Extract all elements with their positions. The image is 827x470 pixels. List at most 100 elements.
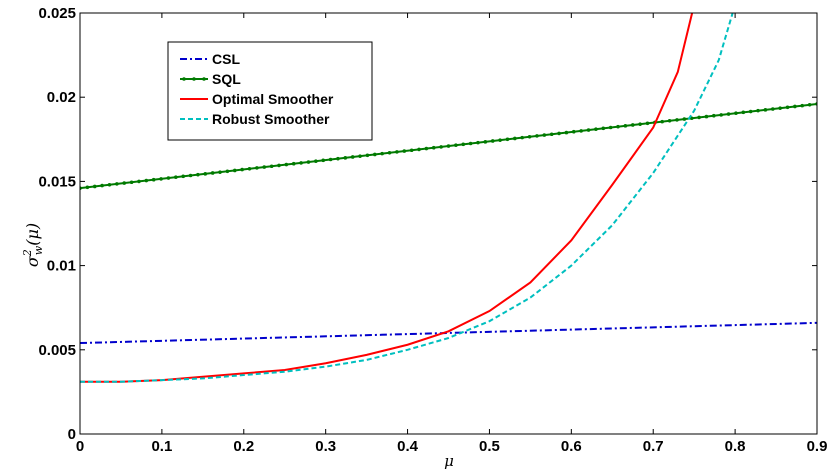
sql-marker [85,185,90,190]
x-tick-label: 0.3 [315,438,336,455]
sql-marker [454,143,458,147]
sql-marker [92,184,97,189]
sql-marker [284,162,289,167]
y-tick-label: 0.015 [38,173,76,190]
sql-marker [557,131,561,136]
sql-marker [785,105,790,110]
svg-text:σ2w(μ): σ2w(μ) [21,223,45,267]
sql-marker [218,170,222,174]
series-line-optimal-smoother [80,13,694,383]
sql-marker [490,139,495,143]
sql-marker [196,172,200,177]
sql-marker [483,140,488,144]
sql-marker [166,176,171,180]
y-axis-label: σ2w(μ) [21,223,45,267]
x-tick-label: 0.2 [233,438,254,455]
sql-marker [645,121,650,126]
sql-marker [262,165,267,169]
x-tick-label: 0.1 [151,438,172,455]
sql-marker [240,167,244,172]
sql-marker [535,134,539,138]
sql-marker [225,169,230,174]
y-axis-label-arg: (μ) [23,223,42,246]
y-tick-label: 0.025 [38,5,76,22]
sql-marker [269,164,274,169]
sql-marker [291,161,296,166]
sql-marker [232,168,237,173]
sql-marker [343,156,348,160]
y-axis-label-sub: w [32,245,45,255]
sql-marker [623,124,628,128]
sql-marker [129,180,134,185]
sql-marker [520,135,524,140]
legend: CSL SQL Optimal Smoother Robust Smoother [167,41,373,141]
sql-marker [299,161,303,165]
y-tick-label: 0 [68,426,76,443]
sql-marker [255,166,259,170]
sql-marker [247,166,252,171]
sql-marker [793,104,797,109]
x-tick-label: 0.7 [643,438,664,455]
legend-marker [202,77,206,81]
sql-marker [159,177,163,181]
sql-marker [107,182,112,187]
sql-marker [476,140,480,145]
sql-marker [468,141,473,146]
sql-marker [571,129,576,134]
y-tick-label: 0.02 [47,89,76,106]
sql-marker [748,109,753,114]
sql-marker [719,113,723,117]
legend-marker [192,77,196,81]
sql-marker [395,150,399,154]
sql-marker [314,159,318,163]
sql-marker [424,146,429,151]
sql-marker [137,179,141,184]
sql-marker [513,136,517,141]
sql-marker [734,111,738,115]
sql-marker [210,171,215,175]
series-line-csl [80,321,817,345]
sql-marker [601,126,606,131]
series-layer [80,13,817,383]
sql-marker [579,129,583,133]
sql-marker [365,153,370,158]
sql-marker [373,152,377,157]
y-tick-label: 0.01 [47,258,76,275]
sql-marker [778,106,782,110]
legend-marker [182,77,186,81]
sql-marker [741,110,746,115]
sql-marker [380,151,384,156]
sql-marker [431,145,436,150]
sql-marker [704,114,709,119]
sql-marker [336,156,340,161]
sql-marker [498,138,502,142]
sql-marker [181,174,185,179]
sql-marker [409,148,414,153]
sql-marker [549,132,554,137]
legend-label-optimal-smoother: Optimal Smoother [212,91,334,107]
sql-marker [630,123,635,127]
y-axis-label-main: σ [23,255,42,267]
sql-marker [188,173,193,178]
sql-marker [417,147,421,152]
sql-marker [203,172,208,176]
series-line-robust-smoother [80,13,734,383]
sql-marker [439,145,443,149]
sql-marker [586,128,591,132]
x-tick-label: 0 [76,438,84,455]
sql-marker [122,181,127,185]
sql-marker [756,108,760,113]
sql-marker [675,118,679,122]
plot-frame [79,12,818,435]
ticks-layer: 0 0.1 0.2 0.3 0.4 0.5 0.6 0.7 0.8 0.9 0 0.005 0.01 0.… [38,5,827,455]
sql-marker [277,163,281,168]
legend-label-csl: CSL [212,51,240,67]
sql-marker [144,178,149,183]
sql-marker [638,122,642,126]
sql-marker [115,182,119,186]
sql-marker [306,160,311,164]
sql-marker [527,134,532,139]
x-tick-label: 0.6 [561,438,582,455]
sql-marker [608,125,613,130]
